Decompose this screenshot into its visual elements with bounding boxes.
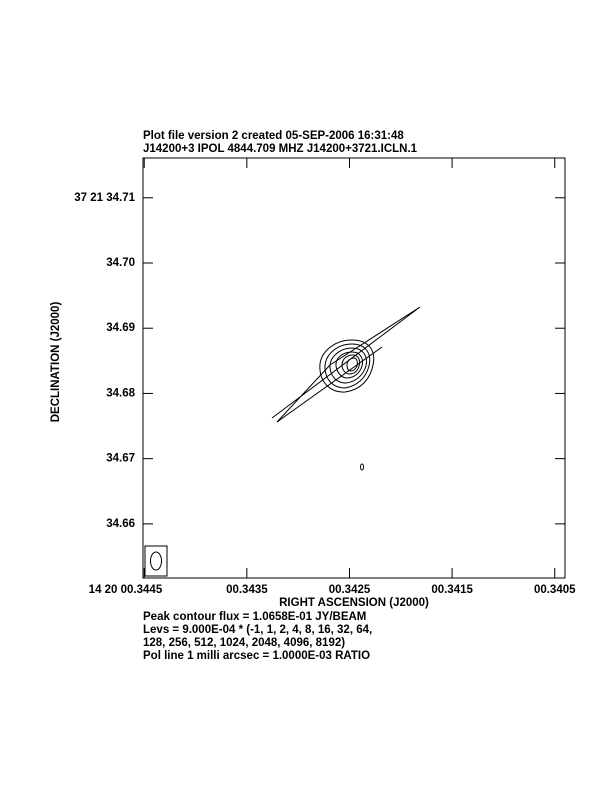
y-tick-label: 34.69 (106, 322, 135, 334)
x-tick-label: 00.3405 (534, 584, 576, 596)
contours (144, 306, 421, 577)
x-tick-label: 00.3415 (431, 584, 473, 596)
title-line: J14200+3 IPOL 4844.709 MHZ J14200+3721.I… (143, 143, 418, 155)
note: Peak contour flux = 1.0658E-01 JY/BEAM (143, 611, 366, 623)
title-line: Plot file version 2 created 05-SEP-2006 … (143, 130, 404, 142)
x-tick-label: 00.3425 (329, 584, 371, 596)
note: 128, 256, 512, 1024, 2048, 4096, 8192) (143, 637, 345, 649)
x-tick-label: 14 20 00.3445 (89, 584, 163, 596)
y-tick-label: 34.67 (106, 453, 135, 465)
x-axis-label: RIGHT ASCENSION (J2000) (279, 597, 429, 609)
y-axis-label: DECLINATION (J2000) (50, 302, 62, 423)
note: Pol line 1 milli arcsec = 1.0000E-03 RAT… (143, 650, 370, 662)
note: Levs = 9.000E-04 * (-1, 1, 2, 4, 8, 16, … (143, 624, 372, 636)
y-tick-label: 34.68 (106, 387, 135, 399)
y-tick-label: 37 21 34.71 (74, 192, 135, 204)
plot-frame (142, 157, 566, 579)
y-tick-label: 34.66 (106, 518, 135, 530)
y-tick-label: 34.70 (106, 257, 135, 269)
x-tick-label: 00.3435 (226, 584, 268, 596)
